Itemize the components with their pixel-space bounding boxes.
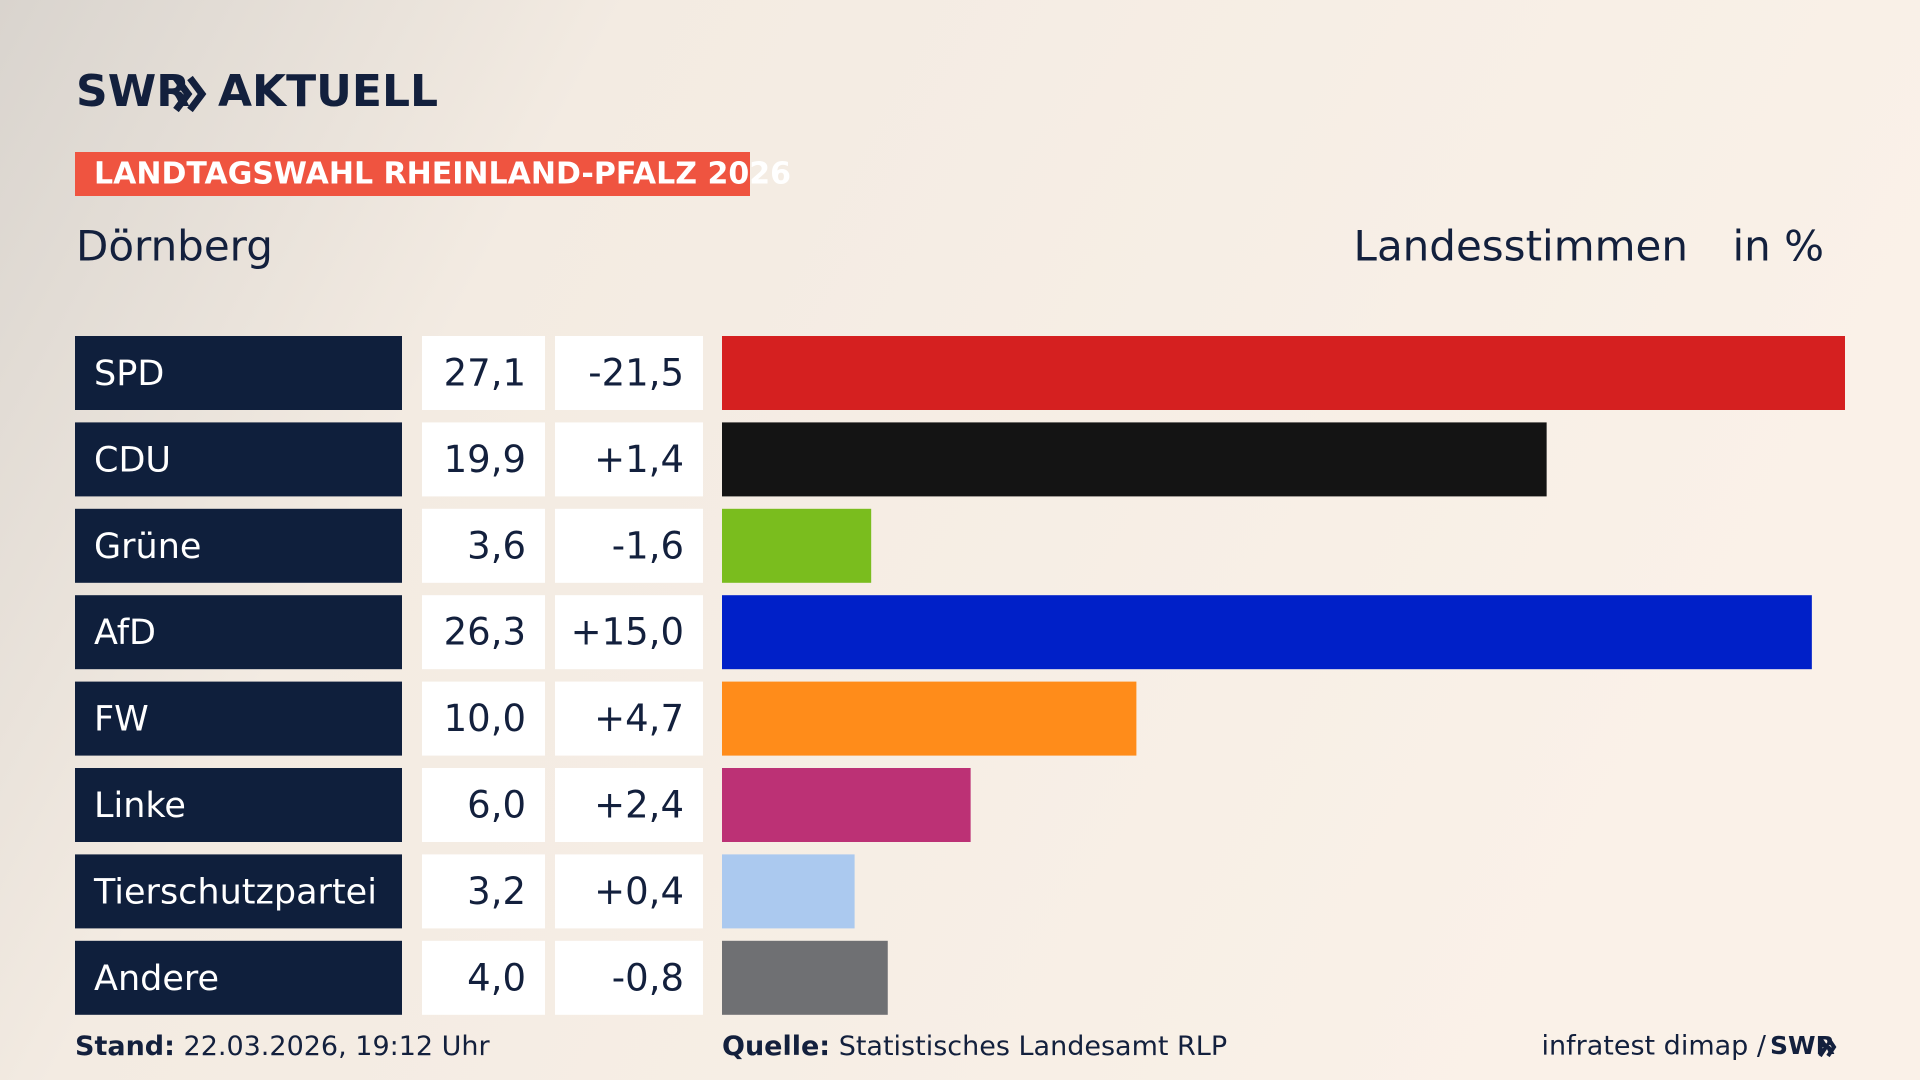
change-cell: [555, 422, 703, 497]
brand-suffix: AKTUELL: [218, 66, 438, 117]
change-cell: [555, 940, 703, 1015]
party-label: AfD: [94, 613, 156, 653]
bar: [722, 422, 1547, 497]
bar: [722, 854, 855, 929]
party-label: SPD: [94, 354, 164, 394]
party-cell: [75, 336, 402, 410]
party-label: CDU: [94, 440, 171, 480]
chart-title: LANDTAGSWAHL RHEINLAND-PFALZ 2026: [94, 157, 791, 192]
change-cell: [555, 681, 703, 756]
value-cell: [422, 681, 545, 756]
change-label: -21,5: [588, 352, 684, 395]
value-label: 10,0: [444, 697, 526, 740]
value-cell: [422, 422, 545, 497]
party-label: Andere: [94, 959, 219, 999]
rows: SPD 27,1 -21,5 CDU 19,9 +1,4 Grüne 3,6 -1,6 AfD 26…: [75, 336, 1845, 1015]
stand: 22.03.2026, 19:12 Uhr: [184, 1031, 491, 1062]
change-cell: [555, 595, 703, 670]
change-label: +0,4: [594, 870, 684, 913]
value-label: 27,1: [444, 352, 526, 395]
value-label: 6,0: [467, 784, 526, 827]
party-cell: [75, 940, 402, 1015]
bar: [722, 940, 888, 1015]
change-cell: [555, 508, 703, 583]
party-cell: [75, 508, 402, 583]
value-label: 26,3: [444, 611, 526, 654]
source: Statistisches Landesamt RLP: [839, 1031, 1227, 1062]
party-label: Linke: [94, 786, 186, 826]
value-label: 19,9: [444, 438, 526, 481]
credit-chevrons: [1818, 1036, 1837, 1058]
change-cell: [555, 854, 703, 929]
value-cell: [422, 336, 545, 410]
change-label: -0,8: [612, 956, 684, 999]
bar: [722, 768, 971, 842]
party-label: Grüne: [94, 527, 201, 567]
stand-label: Stand:: [75, 1031, 175, 1062]
subtitle: Dörnberg: [76, 222, 273, 271]
value-cell: [422, 768, 545, 842]
change-cell: [555, 768, 703, 842]
party-cell: [75, 768, 402, 842]
title-badge: [75, 152, 750, 196]
party-label: FW: [94, 700, 149, 740]
value-cell: [422, 595, 545, 670]
value-label: 4,0: [467, 956, 526, 999]
bar: [722, 681, 1137, 756]
value-label: 3,6: [467, 524, 526, 567]
party-cell: [75, 854, 402, 929]
change-label: +15,0: [571, 611, 684, 654]
measure: Landesstimmen: [1354, 222, 1688, 271]
footer-stand: Stand: 22.03.2026, 19:12 Uhr: [75, 1031, 491, 1062]
change-cell: [555, 336, 703, 410]
value-label: 3,2: [467, 870, 526, 913]
bar: [722, 595, 1812, 670]
party-cell: [75, 595, 402, 670]
bar: [722, 336, 1845, 410]
unit: in %: [1732, 222, 1824, 271]
bar: [722, 508, 872, 583]
party-cell: [75, 681, 402, 756]
change-label: -1,6: [612, 524, 684, 567]
credit: infratest dimap /: [1541, 1031, 1766, 1062]
footer-source: Quelle: Statistisches Landesamt RLP: [722, 1031, 1227, 1062]
brand-chevrons: [173, 75, 207, 113]
change-label: +4,7: [594, 697, 684, 740]
source-label: Quelle:: [722, 1031, 830, 1062]
value-cell: [422, 854, 545, 929]
party-label: Tierschutzpartei: [93, 872, 377, 912]
value-cell: [422, 508, 545, 583]
party-cell: [75, 422, 402, 497]
brand: SWR: [76, 66, 190, 117]
change-label: +1,4: [594, 438, 684, 481]
change-label: +2,4: [594, 784, 684, 827]
value-cell: [422, 940, 545, 1015]
